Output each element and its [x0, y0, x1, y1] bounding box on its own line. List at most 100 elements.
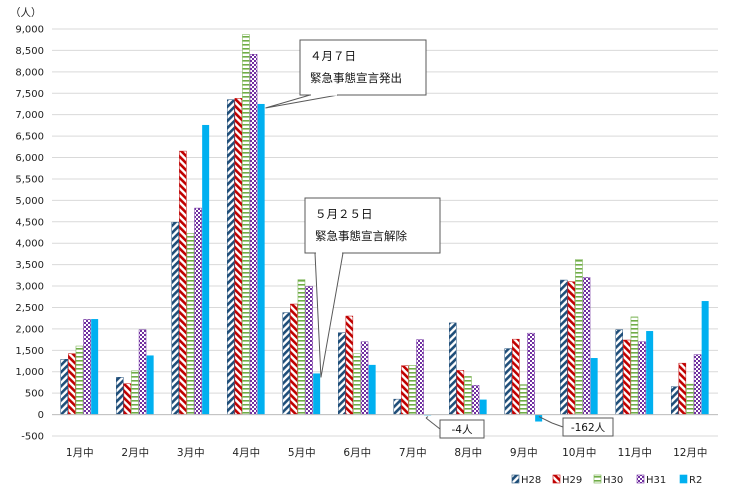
bar-R2-2月中 [146, 355, 154, 415]
x-category-label: 5月中 [288, 446, 316, 459]
bar-R2-12月中 [701, 301, 709, 415]
legend-swatch [511, 474, 520, 484]
legend: H28 H29 H30 H31 R2 [511, 474, 702, 486]
x-category-label: 12月中 [673, 446, 707, 459]
bar-R2-1月中 [91, 319, 99, 415]
bar-H29-6月中 [345, 315, 354, 415]
legend-item-H28: H28 [511, 474, 541, 486]
bar-H31-5月中 [305, 286, 313, 415]
bar-R2-9月中 [535, 414, 543, 422]
callout-box [304, 197, 441, 254]
value-note-box [562, 417, 614, 437]
bar-R2-10月中 [590, 358, 598, 415]
bar-H29-11月中 [623, 339, 631, 415]
legend-swatch [636, 474, 645, 484]
bar-H31-11月中 [638, 341, 646, 415]
legend-label: H30 [603, 475, 623, 486]
y-tick-label: 2,000 [15, 324, 44, 335]
x-axis-category-labels: 1月中 2月中 3月中 4月中 5月中 6月中 7月中 8月中 9月中 10月中 11月中 12月中 [66, 446, 708, 459]
legend-item-R2: R2 [679, 474, 702, 486]
bar-R2-11月中 [646, 331, 654, 415]
bar-H28-8月中 [449, 322, 457, 415]
bar-H29-10月中 [567, 281, 576, 415]
callout-line: 緊急事態宣言解除 [315, 229, 407, 243]
bar-H28-12月中 [671, 386, 679, 415]
callout-pointer [265, 94, 339, 109]
bar-H30-3月中 [186, 233, 195, 415]
bar-H28-11月中 [615, 329, 623, 415]
y-tick-label: 9,000 [15, 25, 44, 36]
y-tick-label: 0 [38, 410, 44, 421]
value-note-text: -4人 [452, 424, 473, 436]
y-tick-label: 3,000 [15, 282, 44, 293]
y-axis-unit-label: （人） [10, 7, 42, 19]
bar-H30-6月中 [353, 353, 361, 415]
y-tick-label: 8,500 [15, 46, 44, 57]
bar-H31-9月中 [527, 332, 535, 415]
bar-H30-8月中 [464, 376, 472, 415]
callout-line: ４月７日 [310, 49, 356, 63]
bar-H30-7月中 [408, 365, 417, 415]
value-note-box [439, 419, 485, 439]
x-category-label: 7月中 [399, 446, 427, 459]
x-category-label: 1月中 [66, 446, 94, 459]
y-axis-tick-labels: -500 0 500 1,000 1,500 2,000 2,500 3,000 3,500 4,… [15, 25, 44, 443]
bars [60, 34, 709, 422]
y-tick-label: -500 [21, 432, 44, 443]
x-category-label: 9月中 [510, 446, 538, 459]
bar-H31-7月中 [416, 339, 424, 415]
bar-H30-4月中 [242, 34, 250, 415]
legend-label: H28 [521, 475, 541, 486]
bar-H29-3月中 [179, 150, 187, 415]
y-tick-label: 6,000 [15, 153, 44, 164]
value-note-sep-note: -162人 [538, 416, 614, 437]
bar-H29-2月中 [123, 383, 132, 415]
value-note-text: -162人 [571, 422, 606, 434]
callout-line: 緊急事態宣言発出 [310, 71, 402, 85]
x-category-label: 4月中 [232, 446, 260, 459]
callout-box [299, 39, 427, 96]
bar-H28-7月中 [393, 398, 401, 415]
bar-H30-12月中 [686, 383, 694, 415]
bar-H29-5月中 [290, 303, 298, 415]
bar-H30-9月中 [519, 384, 528, 415]
bar-H28-5月中 [282, 312, 290, 415]
y-tick-label: 8,000 [15, 67, 44, 78]
y-tick-label: 2,500 [15, 303, 44, 314]
bar-H29-7月中 [401, 365, 409, 415]
bar-H28-6月中 [338, 332, 346, 415]
bar-H31-1月中 [83, 319, 91, 415]
bar-H30-5月中 [297, 279, 306, 415]
y-tick-label: 4,500 [15, 217, 44, 228]
y-tick-label: 6,500 [15, 132, 44, 143]
bar-R2-5月中 [313, 373, 321, 415]
bar-H29-9月中 [512, 338, 520, 415]
bar-H28-9月中 [504, 348, 512, 415]
bar-H29-12月中 [678, 362, 687, 415]
bar-H31-3月中 [194, 207, 202, 415]
bar-H29-1月中 [68, 353, 76, 415]
bar-R2-6月中 [368, 364, 376, 415]
bar-H28-4月中 [227, 99, 235, 415]
bar-H30-2月中 [131, 370, 139, 415]
bar-H30-10月中 [575, 259, 583, 415]
y-tick-label: 4,000 [15, 239, 44, 250]
bar-R2-3月中 [202, 124, 210, 415]
bar-H31-6月中 [360, 341, 369, 415]
legend-item-H29: H29 [552, 474, 582, 486]
bar-H28-1月中 [60, 359, 68, 415]
legend-item-H31: H31 [636, 474, 666, 486]
legend-label: H29 [562, 475, 582, 486]
bar-H31-4月中 [249, 54, 258, 415]
bar-H31-2月中 [138, 329, 147, 415]
x-category-label: 10月中 [562, 446, 596, 459]
bar-H29-8月中 [456, 370, 465, 415]
bar-H29-4月中 [234, 98, 243, 415]
bar-H31-8月中 [471, 385, 480, 415]
y-tick-label: 3,500 [15, 260, 44, 271]
x-category-label: 3月中 [177, 446, 205, 459]
